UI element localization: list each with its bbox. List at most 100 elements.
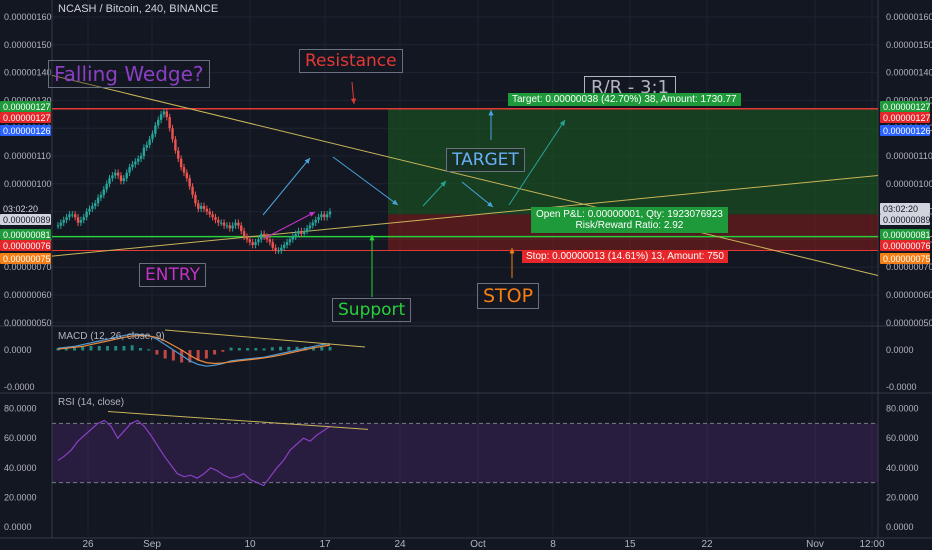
price-badge-label: 0.00000081 [883, 230, 931, 240]
candle-body [182, 167, 186, 173]
candle-body [242, 231, 246, 237]
macd-line [57, 333, 331, 367]
candle-body [191, 186, 194, 195]
candle-body [179, 158, 183, 168]
price-badge [0, 125, 51, 136]
candle-body [88, 208, 91, 212]
macd-histogram-bar [287, 346, 291, 351]
target-zone [388, 108, 878, 215]
candle-body [99, 194, 103, 198]
candle-body [125, 172, 128, 179]
candle-body [145, 144, 148, 148]
price-badge-label: 0.00000089 [3, 215, 51, 225]
falling-wedge-annotation: Falling Wedge? [48, 60, 210, 88]
price-badge [880, 214, 930, 225]
resistance-annotation: Resistance [299, 49, 403, 73]
candle-body [185, 172, 189, 179]
support-annotation: Support [332, 298, 412, 322]
price-badge [880, 203, 930, 214]
macd-histogram-bar [138, 348, 142, 351]
chart-title: NCASH / Bitcoin, 240, BINANCE [58, 3, 219, 15]
candle-body [265, 236, 269, 240]
macd-histogram-bar [295, 346, 299, 351]
time-tick-label: 8 [550, 539, 556, 550]
price-badge-label: 0.00000081 [3, 230, 51, 240]
macd-histogram-bar [221, 350, 225, 352]
candle-body [157, 119, 160, 126]
candle-body [294, 233, 297, 237]
candle-body [194, 194, 197, 204]
entry-annotation: ENTRY [139, 263, 206, 287]
price-tick-label: 0.00000140 [886, 68, 932, 78]
candle-body [165, 111, 168, 118]
price-badge-label: 0.00000126 [883, 126, 931, 136]
time-tick-label: 22 [701, 539, 713, 550]
rsi-divergence-line [107, 411, 369, 430]
candle-body [73, 214, 77, 218]
candle-body [328, 211, 332, 215]
candle-body [177, 150, 180, 159]
macd-title: MACD (12, 26, close, 9) [58, 331, 165, 342]
candle-body [162, 111, 166, 115]
rsi-tick-label: 80.0000 [886, 404, 919, 414]
candle-body [188, 178, 191, 187]
price-badge-label: 0.00000076 [3, 241, 51, 251]
macd-histogram-bar [64, 348, 68, 351]
candle-body [262, 233, 266, 237]
candle-body [277, 250, 280, 252]
candle-body [94, 203, 97, 207]
candle-body [291, 236, 294, 240]
macd-histogram-bar [163, 350, 167, 359]
candle-body [311, 222, 315, 226]
rsi-title: RSI (14, close) [58, 397, 125, 408]
candle-body [139, 156, 143, 159]
candle-body [282, 244, 286, 248]
macd-histogram-bar [81, 346, 85, 351]
candle-body [314, 219, 317, 223]
price-badge [880, 125, 930, 136]
candle-body [237, 222, 240, 226]
price-badge-label: 0.00000126 [3, 126, 51, 136]
stop-arrow-head [509, 248, 515, 254]
candle-body [197, 203, 200, 209]
price-tick-label: 0.00000100 [886, 179, 932, 189]
candle-body [105, 183, 108, 190]
projection-arrow-head [487, 201, 493, 207]
candle-body [199, 206, 203, 209]
macd-histogram-bar [320, 346, 324, 351]
rsi-tick-label: 40.0000 [886, 463, 919, 473]
macd-histogram-bar [270, 347, 274, 351]
time-tick-label: Sep [143, 539, 161, 550]
time-tick-label: 15 [624, 539, 636, 550]
candle-body [228, 225, 231, 229]
macd-histogram-bar [72, 348, 76, 351]
candle-body [297, 231, 300, 234]
macd-histogram-bar [114, 346, 118, 351]
macd-histogram-bar [204, 350, 208, 359]
plot-background [52, 0, 878, 550]
candle-body [254, 242, 257, 245]
support-arrow-head [369, 235, 375, 241]
candle-body [91, 206, 94, 209]
candle-body [134, 161, 137, 165]
candle-body [274, 247, 277, 251]
candle-body [240, 225, 243, 232]
candle-body [260, 233, 263, 240]
price-badge [880, 229, 930, 240]
macd-histogram-bar [155, 350, 159, 355]
candle-body [56, 225, 60, 227]
candle-body [214, 217, 217, 220]
rsi-line [57, 419, 331, 487]
time-tick-label: 26 [82, 539, 94, 550]
entry-arrow [264, 211, 316, 239]
candle-body [65, 217, 68, 220]
risk-reward-line: Risk/Reward Ratio: 2.92 [575, 220, 684, 231]
entry-arrow-head [309, 212, 315, 217]
price-badge [0, 203, 51, 214]
price-tick-label: 0.00000100 [4, 179, 52, 189]
stop-annotation: STOP [477, 283, 540, 309]
price-tick-label: 0.00000160 [4, 12, 52, 22]
price-badge-label: 0.00000075 [883, 254, 931, 264]
price-badge-label: 0.00000075 [3, 254, 51, 264]
price-tick-label: 0.00000150 [886, 40, 932, 50]
